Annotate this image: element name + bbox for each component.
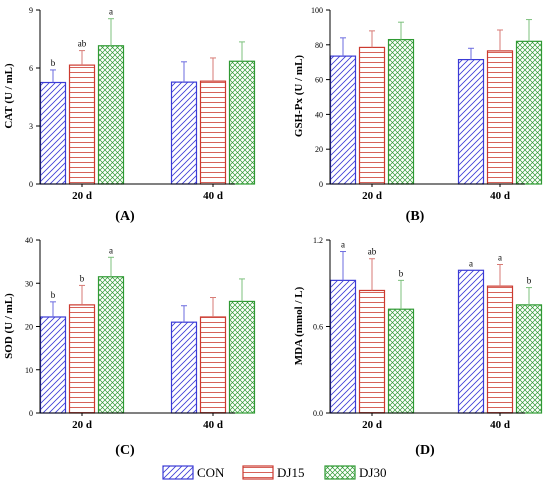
panel-c-plot: b b a 20 d 40 d 0 10 20 30 40 — [25, 236, 256, 431]
legend-entry-con: CON — [162, 465, 225, 480]
panel-c: b b a 20 d 40 d 0 10 20 30 40 SOD (U / mL) (C) — [3, 236, 256, 458]
panel-c-ylabel: SOD (U / mL) — [3, 293, 15, 359]
legend-swatch-dj30 — [324, 465, 356, 480]
x-tick-label: 20 d — [72, 419, 92, 431]
bar-con-0 — [39, 316, 67, 414]
x-tick-label: 20 d — [72, 190, 92, 202]
bar-dj30-1 — [515, 40, 543, 185]
x-tick-label: 40 d — [490, 190, 510, 202]
y-tick-label: 0 — [29, 409, 33, 418]
y-tick-label: 3 — [29, 122, 33, 131]
bar-dj15-1 — [199, 316, 227, 414]
bar-con-0 — [329, 55, 357, 185]
bar-dj30-0 — [387, 38, 415, 185]
significance-letter-dj15-1: a — [498, 253, 502, 263]
y-tick-label: 0.6 — [313, 323, 323, 332]
bar-dj15-0 — [358, 46, 386, 185]
y-tick-label: 60 — [315, 76, 323, 85]
y-tick-label: 10 — [25, 366, 33, 375]
y-tick-label: 6 — [29, 64, 33, 73]
panel-c-label: (C) — [115, 443, 135, 458]
panel-b-plot: 20 d 40 d 0 20 40 60 80 100 — [311, 6, 543, 202]
significance-letter-con-0: b — [51, 58, 56, 68]
x-tick-label: 20 d — [362, 419, 382, 431]
bar-dj30-0 — [97, 45, 125, 185]
significance-letter-dj30-0: b — [399, 268, 404, 278]
panel-b: 20 d 40 d 0 20 40 60 80 100 GSH-Px (U / mL) (B) — [293, 6, 543, 224]
bar-dj15-1 — [486, 50, 514, 185]
bar-dj15-0 — [68, 64, 96, 185]
y-tick-label: 20 — [25, 323, 33, 332]
legend-label-con: CON — [197, 465, 225, 480]
y-tick-label: 0 — [29, 180, 33, 189]
y-tick-label: 0.0 — [313, 409, 323, 418]
x-tick-label: 40 d — [203, 419, 223, 431]
x-tick-label: 20 d — [362, 190, 382, 202]
significance-letter-con-0: b — [51, 290, 56, 300]
legend-entry-dj30: DJ30 — [324, 465, 386, 480]
y-tick-label: 0 — [319, 180, 323, 189]
panel-b-label: (B) — [406, 209, 425, 224]
bar-dj15-0 — [68, 304, 96, 414]
bar-dj30-0 — [387, 308, 415, 414]
legend-entry-dj15: DJ15 — [242, 465, 304, 480]
bar-dj30-1 — [515, 304, 543, 414]
bar-con-1 — [457, 58, 485, 185]
bar-dj15-0 — [358, 289, 386, 414]
significance-letter-dj15-0: ab — [78, 39, 87, 49]
y-tick-label: 1.2 — [313, 236, 323, 245]
x-tick-label: 40 d — [203, 190, 223, 202]
y-tick-label: 30 — [25, 279, 33, 288]
significance-letter-con-1: a — [469, 258, 473, 268]
legend-swatch-dj15 — [242, 465, 274, 480]
legend-swatch-con — [162, 465, 194, 480]
significance-letter-dj30-0: a — [109, 7, 113, 17]
bar-dj30-0 — [97, 276, 125, 414]
y-tick-label: 40 — [315, 110, 323, 119]
y-tick-label: 20 — [315, 145, 323, 154]
significance-letter-dj15-0: b — [80, 273, 85, 283]
x-tick-label: 40 d — [490, 419, 510, 431]
y-tick-label: 100 — [311, 6, 323, 15]
significance-letter-dj15-0: ab — [368, 247, 377, 257]
panel-d-ylabel: MDA (mmol / L) — [293, 286, 305, 365]
legend-label-dj30: DJ30 — [359, 465, 386, 480]
panel-a-ylabel: CAT (U / mL) — [3, 63, 15, 129]
y-tick-label: 40 — [25, 236, 33, 245]
bar-con-0 — [39, 81, 67, 185]
significance-letter-dj30-1: b — [527, 276, 532, 286]
bar-con-0 — [329, 279, 357, 414]
panel-a-plot: b ab a 20 d 40 d 0 3 6 9 — [29, 6, 256, 202]
y-tick-label: 80 — [315, 41, 323, 50]
panel-a-label: (A) — [115, 209, 135, 224]
bar-con-1 — [457, 269, 485, 414]
panel-b-ylabel: GSH-Px (U / mL) — [293, 55, 305, 138]
significance-letter-con-0: a — [341, 240, 345, 250]
bar-con-1 — [170, 81, 198, 185]
panel-d-label: (D) — [415, 443, 435, 458]
bar-dj30-1 — [228, 300, 256, 414]
bar-dj15-1 — [486, 285, 514, 414]
bar-dj30-1 — [228, 60, 256, 185]
bar-dj15-1 — [199, 80, 227, 185]
panel-a: b ab a 20 d 40 d 0 3 6 9 CAT (U / mL) (A) — [3, 6, 256, 224]
significance-letter-dj30-0: a — [109, 245, 113, 255]
bar-con-1 — [170, 321, 198, 414]
legend: CON DJ15 DJ30 — [162, 465, 386, 480]
legend-label-dj15: DJ15 — [277, 465, 304, 480]
y-tick-label: 9 — [29, 6, 33, 15]
